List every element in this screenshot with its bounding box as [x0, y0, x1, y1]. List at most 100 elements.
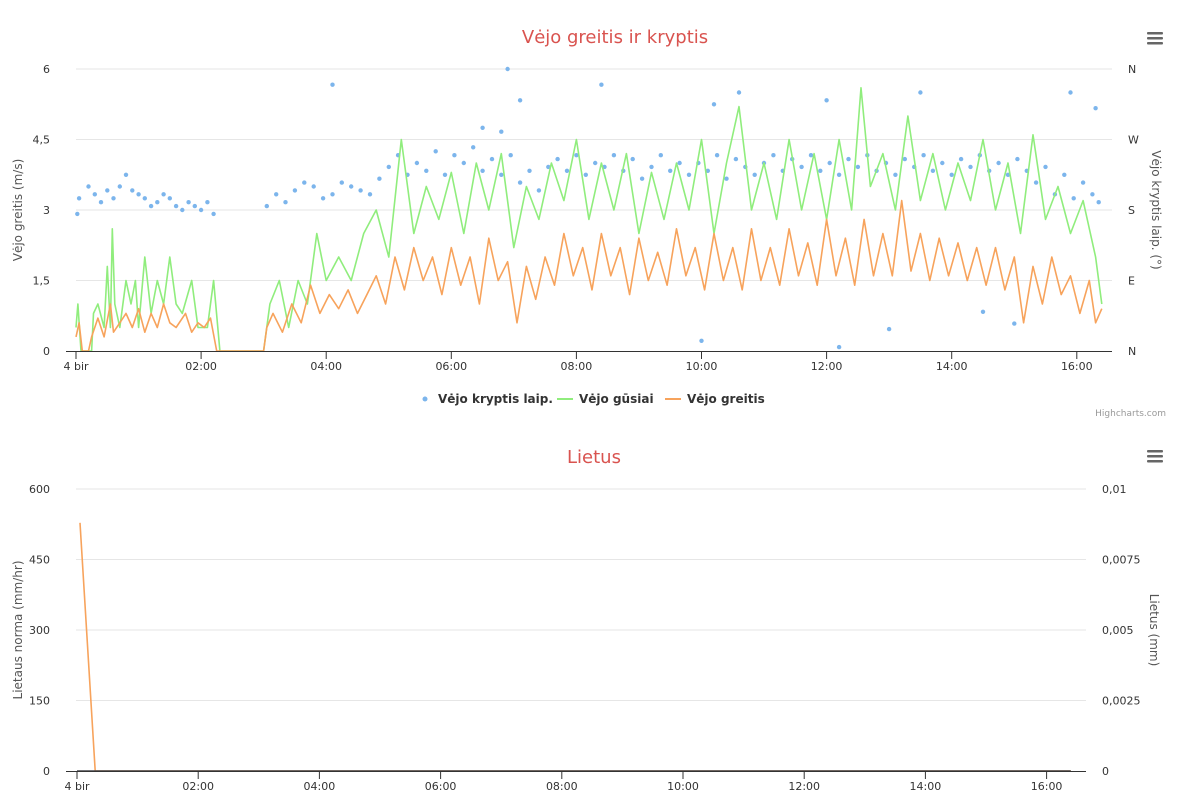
x-tick-label: 4 bir	[63, 360, 89, 373]
direction-point	[161, 192, 166, 197]
direction-point	[1093, 106, 1098, 111]
direction-point	[583, 172, 588, 177]
direction-point	[930, 168, 936, 173]
direction-point	[452, 153, 457, 158]
direction-point	[668, 168, 673, 173]
direction-point	[711, 102, 717, 107]
direction-point	[1068, 90, 1073, 95]
vėjo-greitis-line	[75, 199, 1103, 352]
direction-point	[1096, 200, 1101, 205]
direction-point	[111, 196, 116, 201]
wind-chart-menu-icon[interactable]	[1145, 30, 1165, 48]
direction-point	[949, 172, 954, 177]
direction-point	[386, 164, 391, 170]
direction-point	[433, 149, 438, 154]
direction-point	[292, 188, 298, 193]
y2-tick-label: 0	[1102, 765, 1109, 778]
direction-point	[886, 326, 892, 332]
direction-point	[771, 153, 776, 158]
direction-point	[1090, 192, 1095, 197]
direction-point	[699, 338, 704, 343]
direction-point	[123, 172, 129, 177]
direction-point	[574, 153, 579, 158]
direction-point	[827, 160, 832, 166]
direction-point	[205, 200, 210, 205]
y-tick-label: 300	[29, 624, 50, 637]
direction-point	[818, 168, 823, 173]
direction-point	[724, 176, 729, 181]
y-tick-label: 3	[43, 204, 50, 217]
direction-point	[211, 211, 216, 217]
y-tick-label: 600	[29, 483, 50, 496]
direction-point	[1033, 180, 1039, 185]
direction-point	[424, 168, 429, 173]
direction-point	[499, 172, 504, 177]
direction-point	[148, 203, 154, 209]
wind-chart-title: Vėjo greitis ir kryptis	[522, 27, 708, 48]
direction-point	[855, 164, 861, 170]
y-tick-label: 1,5	[33, 275, 51, 288]
legend-label-direction: Vėjo kryptis laip.	[438, 392, 553, 406]
direction-point	[274, 192, 279, 197]
y2-tick-label: E	[1128, 275, 1135, 288]
direction-point	[686, 172, 692, 177]
direction-point	[677, 160, 682, 166]
direction-point	[846, 156, 851, 162]
legend-label-speed: Vėjo greitis	[687, 392, 765, 406]
x-tick-label: 12:00	[788, 780, 820, 793]
rain-axes: 0 150 300 450 600 0 0,0025 0,005 0,0075 0,01 4 bir…	[29, 483, 1141, 793]
direction-point	[367, 192, 373, 197]
direction-point	[824, 98, 829, 103]
direction-point	[98, 200, 104, 205]
wind-y2-axis-title: Vėjo kryptis laip. (°)	[1149, 150, 1163, 269]
direction-point	[536, 188, 542, 193]
direction-point	[508, 153, 513, 158]
direction-point	[649, 164, 654, 170]
direction-point	[918, 90, 923, 95]
direction-point	[117, 184, 123, 189]
y2-tick-label: 0,01	[1102, 483, 1127, 496]
y-tick-label: 4,5	[33, 134, 51, 147]
x-tick-label: 14:00	[910, 780, 942, 793]
legend-item-speed[interactable]: Vėjo greitis	[665, 392, 765, 406]
legend-item-direction[interactable]: Vėjo kryptis laip.	[422, 392, 553, 406]
direction-point	[142, 196, 147, 201]
wind-y-axis-title: Vėjo greitis (m/s)	[11, 159, 25, 262]
y2-tick-label: N	[1128, 63, 1136, 76]
direction-point	[330, 82, 335, 87]
credits-link[interactable]: Highcharts.com	[1095, 409, 1166, 419]
direction-point	[1062, 172, 1067, 177]
direction-point	[527, 168, 532, 173]
x-tick-label: 08:00	[546, 780, 578, 793]
direction-point	[902, 156, 907, 162]
direction-point	[480, 125, 485, 130]
legend-item-gusts[interactable]: Vėjo gūsiai	[557, 392, 654, 406]
direction-point	[1012, 321, 1017, 326]
direction-point	[349, 184, 354, 189]
direction-point	[808, 153, 814, 158]
direction-point	[155, 200, 160, 205]
x-tick-label: 4 bir	[64, 780, 90, 793]
direction-point	[377, 176, 382, 181]
x-tick-label: 04:00	[304, 780, 336, 793]
rain-chart-svg: Lietus 0 150 300 450 600 0 0,0025 0,005 0,0075 0,…	[11, 447, 1165, 793]
direction-point	[320, 196, 326, 201]
rain-chart-menu-icon[interactable]	[1145, 448, 1165, 466]
direction-point	[736, 90, 742, 95]
direction-point	[461, 160, 466, 166]
direction-point	[414, 160, 420, 166]
direction-point	[130, 188, 135, 193]
x-tick-label: 08:00	[561, 360, 593, 373]
direction-point	[499, 129, 504, 134]
direction-point	[192, 203, 197, 209]
x-tick-label: 06:00	[435, 360, 467, 373]
direction-point	[940, 160, 945, 166]
wind-axes: 0 1,5 3 4,5 6 N E S W N 4 bir 02:00 04:00 06:00 08:00 1…	[33, 63, 1140, 373]
x-tick-label: 10:00	[667, 780, 699, 793]
direction-point	[186, 200, 191, 205]
y2-tick-label: S	[1128, 204, 1135, 217]
direction-point	[714, 153, 720, 158]
direction-point	[517, 180, 523, 185]
direction-point	[517, 98, 523, 103]
x-tick-label: 16:00	[1031, 780, 1063, 793]
